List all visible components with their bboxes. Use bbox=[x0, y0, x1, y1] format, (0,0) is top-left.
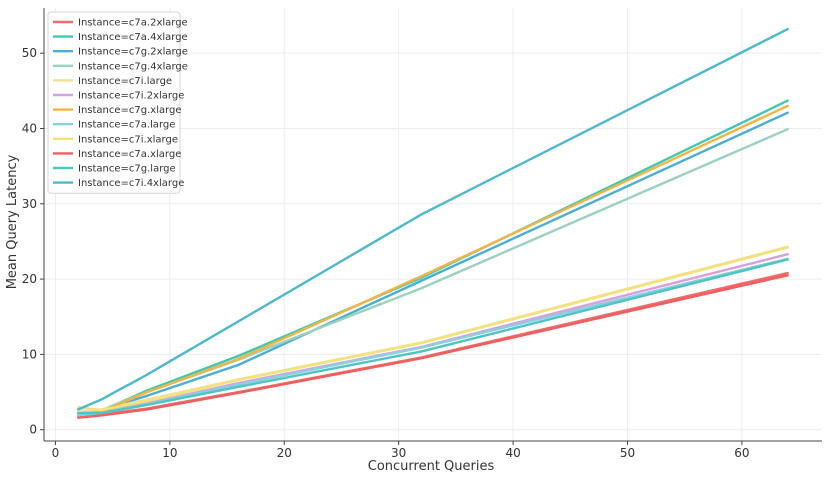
series-line-Instance=c7g.large bbox=[77, 258, 789, 415]
legend-item: Instance=c7g.2xlarge bbox=[53, 47, 188, 58]
series-lines bbox=[77, 27, 789, 419]
x-tick-label: 50 bbox=[620, 446, 635, 460]
series-line-Instance=c7i.4xlarge bbox=[77, 27, 789, 411]
y-tick-label: 10 bbox=[22, 347, 37, 361]
legend-item: Instance=c7g.xlarge bbox=[53, 105, 182, 116]
legend-label: Instance=c7a.4xlarge bbox=[78, 32, 188, 43]
legend-item: Instance=c7a.2xlarge bbox=[53, 18, 188, 29]
legend-item: Instance=c7a.xlarge bbox=[53, 149, 181, 160]
x-tick-label: 0 bbox=[52, 446, 60, 460]
legend: Instance=c7a.2xlarge Instance=c7a.4xlarge… bbox=[47, 11, 188, 194]
legend-label: Instance=c7g.4xlarge bbox=[78, 61, 188, 72]
x-tick-label: 20 bbox=[277, 446, 292, 460]
legend-label: Instance=c7a.large bbox=[78, 120, 175, 131]
y-tick-label: 0 bbox=[29, 423, 37, 437]
y-tick-label: 30 bbox=[22, 197, 37, 211]
series-line-Instance=c7i.xlarge bbox=[77, 246, 789, 412]
legend-label: Instance=c7i.4xlarge bbox=[78, 178, 184, 189]
legend-label: Instance=c7a.xlarge bbox=[78, 149, 181, 160]
legend-label: Instance=c7i.large bbox=[78, 76, 172, 87]
x-tick-label: 60 bbox=[734, 446, 749, 460]
legend-item: Instance=c7g.4xlarge bbox=[53, 61, 188, 72]
legend-label: Instance=c7g.large bbox=[78, 164, 176, 175]
legend-label: Instance=c7g.2xlarge bbox=[78, 47, 188, 58]
series-line-Instance=c7a.4xlarge bbox=[77, 99, 789, 416]
series-line-Instance=c7g.2xlarge bbox=[77, 111, 789, 414]
x-axis-label: Concurrent Queries bbox=[368, 459, 495, 474]
legend-box bbox=[47, 11, 181, 194]
legend-label: Instance=c7a.2xlarge bbox=[78, 18, 188, 29]
y-axis-label: Mean Query Latency bbox=[5, 154, 20, 289]
legend-label: Instance=c7i.xlarge bbox=[78, 134, 178, 145]
axes bbox=[40, 8, 822, 445]
legend-label: Instance=c7g.xlarge bbox=[78, 105, 182, 116]
series-line-Instance=c7a.xlarge bbox=[77, 274, 789, 419]
y-tick-label: 50 bbox=[22, 46, 37, 60]
legend-item: Instance=c7a.large bbox=[53, 120, 175, 131]
legend-item: Instance=c7i.large bbox=[53, 76, 172, 87]
y-tick-label: 40 bbox=[22, 121, 37, 135]
legend-label: Instance=c7i.2xlarge bbox=[78, 91, 184, 102]
legend-item: Instance=c7i.xlarge bbox=[53, 134, 178, 145]
x-tick-label: 30 bbox=[391, 446, 406, 460]
legend-item: Instance=c7a.4xlarge bbox=[53, 32, 188, 43]
x-tick-label: 10 bbox=[162, 446, 177, 460]
legend-item: Instance=c7i.2xlarge bbox=[53, 91, 184, 102]
y-tick-label: 20 bbox=[22, 272, 37, 286]
legend-item: Instance=c7g.large bbox=[53, 164, 176, 175]
tick-labels: 0 10 20 30 40 50 60 0 10 20 30 40 50 bbox=[22, 46, 750, 460]
x-tick-label: 40 bbox=[505, 446, 520, 460]
legend-item: Instance=c7i.4xlarge bbox=[53, 178, 184, 189]
